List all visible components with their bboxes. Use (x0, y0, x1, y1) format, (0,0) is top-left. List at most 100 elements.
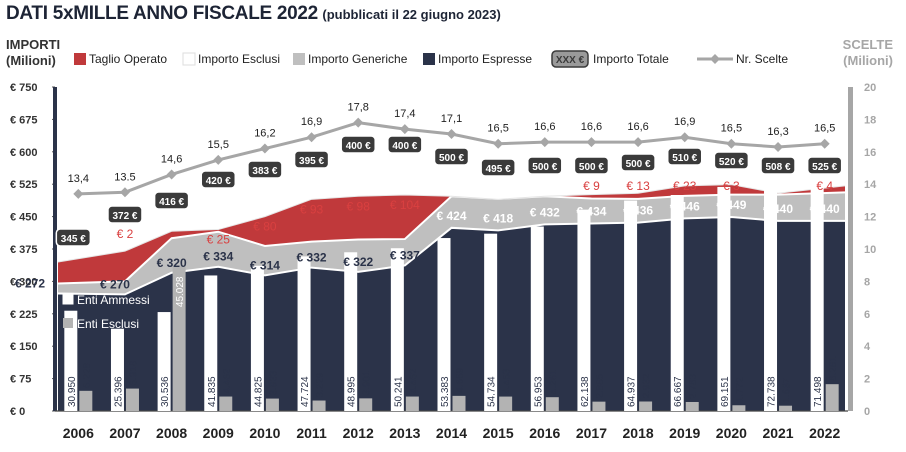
box-importo-totale (387, 135, 423, 154)
label-importo-espresse: € 446 (670, 199, 700, 213)
label-importo-totale: 395 € (299, 156, 324, 167)
legend-label-totale: Importo Totale (593, 52, 669, 66)
box-importo-totale (107, 205, 143, 224)
bar-enti-esclusi (265, 398, 279, 411)
bar-enti-esclusi (125, 388, 139, 411)
y-tick-right: 2 (864, 374, 870, 386)
title-main: DATI 5xMILLE ANNO FISCALE 2022 (6, 3, 318, 24)
label-nr-scelte: 16,6 (627, 121, 648, 133)
legend-label-generiche: Importo Generiche (308, 52, 408, 66)
label-importo-espresse: € 332 (297, 251, 327, 265)
bar-label-ammessi: 41.835 (207, 376, 218, 407)
bar-label-ammessi: 25.396 (113, 376, 124, 407)
bar-label-ammessi: 47.724 (300, 376, 311, 407)
bar-label-ammessi: 56.953 (533, 376, 544, 407)
marker-nr-scelte (819, 138, 830, 149)
label-nr-scelte: 16,5 (721, 123, 742, 135)
label-importo-totale: 508 € (766, 162, 791, 173)
bar-enti-esclusi (685, 401, 699, 411)
bar-label-esclusi: 1.637 (782, 377, 793, 402)
legend-box-totale: XXX € (556, 55, 585, 66)
bar-label-esclusi: 4.462 (222, 368, 233, 393)
bar-label-esclusi: 45.028 (175, 276, 186, 307)
x-tick-label: 2011 (296, 425, 327, 441)
bar-enti-ammessi (670, 194, 684, 411)
bar-label-ammessi: 69.151 (720, 376, 731, 407)
bar-enti-ammessi (437, 238, 451, 411)
marker-nr-scelte (213, 154, 224, 165)
bar-legend-label: Enti Ammessi (77, 293, 150, 307)
y-tick-left: € 0 (10, 406, 25, 418)
axis-right-line (848, 87, 853, 411)
y-tick-left: € 150 (10, 341, 38, 353)
bar-label-ammessi: 50.241 (393, 376, 404, 407)
legend-label-scelte: Nr. Scelte (736, 52, 788, 66)
marker-nr-scelte (119, 187, 130, 198)
y-tick-left: € 375 (10, 244, 38, 256)
box-importo-totale (293, 150, 330, 169)
marker-nr-scelte (259, 143, 270, 154)
label-nr-scelte: 17,4 (394, 108, 415, 120)
label-nr-scelte: 17,1 (441, 113, 462, 125)
label-nr-scelte: 17,8 (347, 102, 368, 114)
bar-label-ammessi: 54.734 (487, 376, 498, 407)
bar-legend-swatch (63, 318, 73, 328)
label-importo-totale: 525 € (812, 162, 837, 173)
y-tick-left: € 300 (10, 276, 38, 288)
title-sub: (pubblicati il 22 giugno 2023) (322, 7, 501, 22)
bar-label-ammessi: 30.536 (160, 376, 171, 407)
y-tick-left: € 225 (10, 309, 38, 321)
label-nr-scelte: 16,5 (814, 123, 835, 135)
label-nr-scelte: 13.5 (114, 171, 135, 183)
bar-enti-esclusi (172, 265, 186, 411)
y-tick-right: 18 (864, 114, 876, 126)
marker-nr-scelte (166, 169, 177, 180)
y-tick-right: 0 (864, 406, 870, 418)
label-nr-scelte: 16,2 (254, 128, 275, 140)
box-importo-totale (200, 170, 237, 189)
bar-label-esclusi: 4.261 (548, 369, 559, 394)
box-importo-totale (760, 156, 796, 175)
label-taglio-operato: € 3 (723, 179, 740, 193)
bar-label-esclusi: 2.885 (595, 373, 606, 398)
bar-label-esclusi: 4.462 (408, 368, 419, 393)
bar-enti-ammessi (204, 275, 218, 411)
line-espresse-edge (57, 216, 845, 296)
bar-label-ammessi: 62.138 (580, 376, 591, 407)
legend-swatch-esclusi (182, 52, 196, 66)
legend-label-espresse: Importo Espresse (438, 52, 532, 66)
bar-enti-ammessi (810, 179, 824, 411)
x-tick-label: 2015 (483, 425, 514, 441)
bar-enti-ammessi (484, 233, 498, 411)
label-importo-totale: 416 € (159, 197, 184, 208)
marker-nr-scelte (493, 138, 504, 149)
bar-label-esclusi: 1.772 (735, 377, 746, 402)
label-taglio-operato: € 25 (207, 233, 231, 247)
bar-label-ammessi: 30.950 (67, 376, 78, 407)
bar-enti-ammessi (577, 209, 591, 411)
label-importo-espresse: € 314 (250, 258, 280, 272)
x-tick-label: 2006 (63, 425, 94, 441)
y-tick-right: 8 (864, 276, 870, 288)
legend-swatch-totale (551, 50, 589, 68)
box-importo-totale (806, 156, 843, 175)
label-taglio-operato: € 13 (626, 179, 650, 193)
label-importo-espresse: € 440 (763, 202, 793, 216)
label-importo-totale: 500 € (532, 162, 557, 173)
label-importo-espresse: € 270 (100, 277, 130, 291)
bar-label-ammessi: 71.498 (813, 376, 824, 407)
bar-label-ammessi: 48.995 (347, 376, 358, 407)
axis-left-line (53, 87, 57, 411)
bar-enti-ammessi (64, 310, 78, 411)
label-taglio-operato: € 98 (347, 199, 371, 213)
y-tick-right: 20 (864, 82, 876, 94)
bar-enti-esclusi (825, 384, 839, 411)
bar-label-ammessi: 66.667 (673, 376, 684, 407)
marker-nr-scelte (399, 124, 410, 135)
label-nr-scelte: 16,5 (487, 123, 508, 135)
x-tick-label: 2013 (389, 425, 420, 441)
bar-enti-ammessi (110, 328, 124, 411)
box-importo-totale (153, 191, 190, 210)
label-taglio-operato: € 2 (117, 227, 134, 241)
